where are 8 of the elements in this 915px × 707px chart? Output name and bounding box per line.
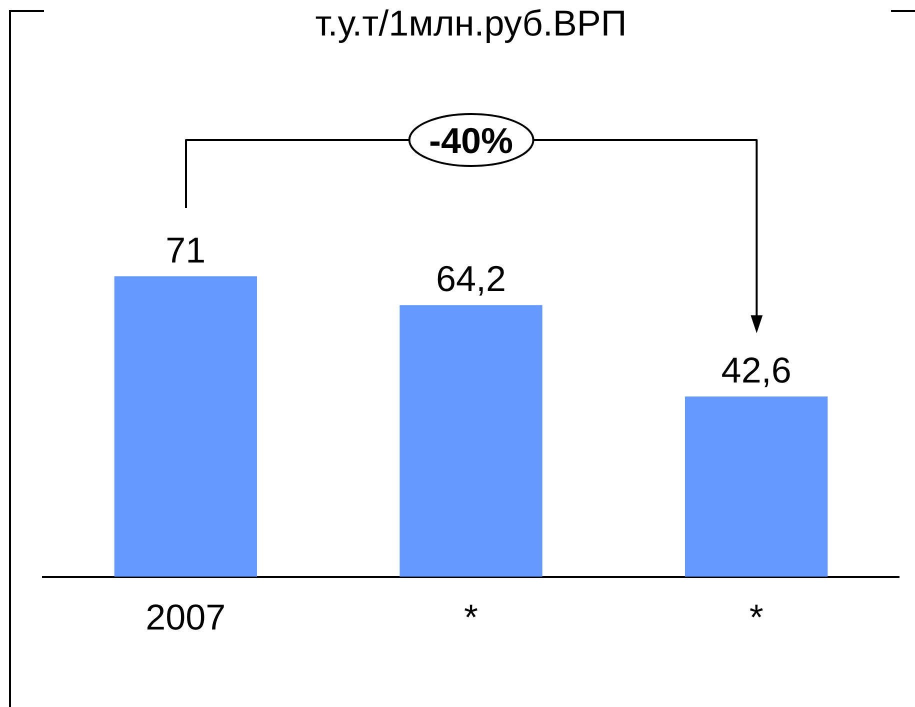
x-tick-label: * [749, 596, 764, 638]
text: -40% [428, 120, 514, 162]
x-tick-label: * [464, 596, 478, 638]
data-label: 42,6 [721, 349, 792, 390]
chart-title: т.у.т/1млн.руб.ВРП [315, 2, 627, 44]
data-label: 64,2 [436, 258, 506, 300]
data-label: 71 [166, 229, 206, 270]
x-tick-label: 2007 [146, 596, 226, 638]
